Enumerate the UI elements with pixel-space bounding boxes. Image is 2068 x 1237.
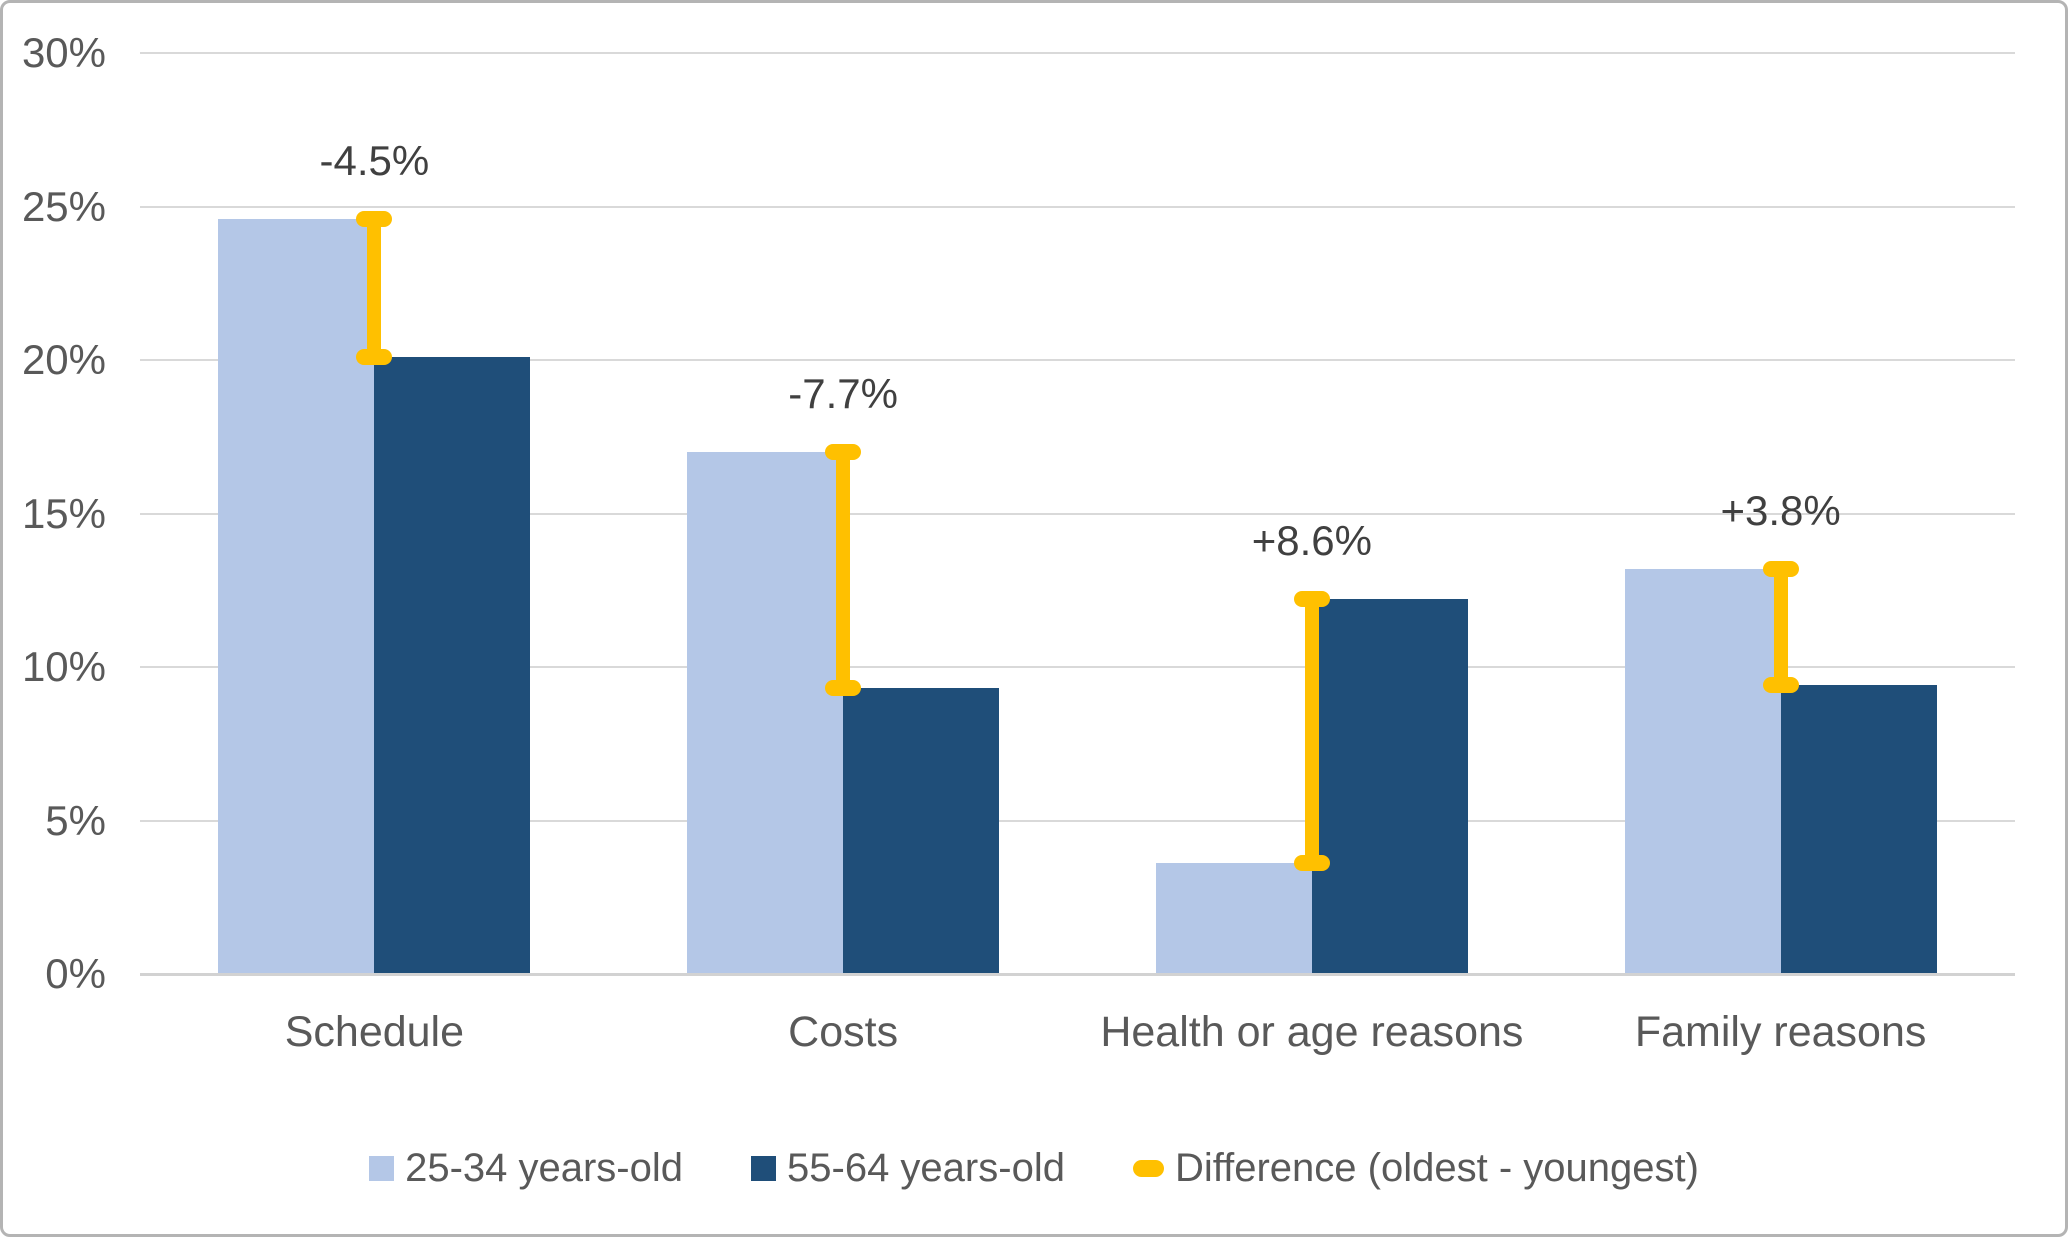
difference-marker-stem-schedule (367, 218, 382, 357)
gridline-30% (140, 52, 2015, 54)
difference-marker-bottom-cap-schedule (356, 348, 393, 365)
legend-item-25-34-years-old: 25-34 years-old (369, 1144, 683, 1192)
category-label-family-reasons: Family reasons (1634, 1008, 1927, 1056)
gridline-5% (140, 819, 2015, 822)
legend-swatch-55-64-years-old (751, 1155, 777, 1181)
difference-marker-stem-health-or-age-reasons (1304, 599, 1319, 864)
bar-55-64-years-old-schedule (374, 356, 531, 974)
y-tick-label-0%: 0% (45, 950, 106, 997)
x-axis-line (140, 973, 2015, 976)
legend-label-25-34-years-old: 25-34 years-old (405, 1146, 684, 1190)
y-tick-label-20%: 20% (21, 336, 106, 383)
legend-item-difference: Difference (oldest - youngest) (1132, 1144, 1699, 1192)
legend-swatch-difference (1132, 1159, 1164, 1177)
gridline-15% (140, 512, 2015, 515)
legend-item-55-64-years-old: 55-64 years-old (751, 1144, 1065, 1192)
category-label-costs: Costs (788, 1008, 899, 1056)
difference-marker-stem-costs (836, 452, 851, 689)
bar-25-34-years-old-health-or-age-reasons (1155, 863, 1312, 974)
y-tick-label-25%: 25% (21, 182, 106, 230)
gridline-25% (140, 205, 2015, 208)
difference-label-family-reasons: +3.8% (1720, 486, 1841, 534)
legend: 25-34 years-old 55-64 years-old Differen… (3, 1144, 2065, 1192)
y-tick-label-30%: 30% (21, 29, 106, 76)
difference-marker-top-cap-schedule (356, 210, 393, 227)
bar-55-64-years-old-health-or-age-reasons (1311, 599, 1468, 974)
gridline-20% (140, 359, 2015, 361)
difference-label-costs: -7.7% (788, 370, 898, 418)
legend-label-difference: Difference (oldest - youngest) (1174, 1146, 1699, 1190)
difference-marker-bottom-cap-costs (825, 680, 862, 697)
difference-marker-bottom-cap-family-reasons (1762, 677, 1799, 694)
bar-25-34-years-old-family-reasons (1624, 568, 1781, 974)
difference-marker-top-cap-family-reasons (1762, 560, 1799, 577)
y-tick-label-10%: 10% (21, 643, 106, 690)
gridline-10% (140, 666, 2015, 668)
difference-marker-bottom-cap-health-or-age-reasons (1293, 855, 1330, 872)
y-tick-label-15%: 15% (21, 489, 106, 537)
legend-swatch-25-34-years-old (369, 1155, 395, 1181)
bar-55-64-years-old-family-reasons (1780, 685, 1937, 974)
bar-25-34-years-old-schedule (218, 218, 375, 974)
legend-label-55-64-years-old: 55-64 years-old (787, 1146, 1065, 1190)
bar-25-34-years-old-costs (687, 452, 844, 974)
difference-marker-top-cap-health-or-age-reasons (1293, 591, 1330, 608)
difference-label-schedule: -4.5% (319, 136, 430, 184)
difference-label-health-or-age-reasons: +8.6% (1251, 517, 1372, 565)
category-label-health-or-age-reasons: Health or age reasons (1100, 1008, 1524, 1056)
category-label-schedule: Schedule (284, 1008, 465, 1056)
difference-marker-top-cap-costs (825, 444, 862, 461)
bar-55-64-years-old-costs (843, 688, 1000, 974)
y-tick-label-5%: 5% (45, 796, 106, 844)
difference-marker-stem-family-reasons (1773, 568, 1788, 686)
